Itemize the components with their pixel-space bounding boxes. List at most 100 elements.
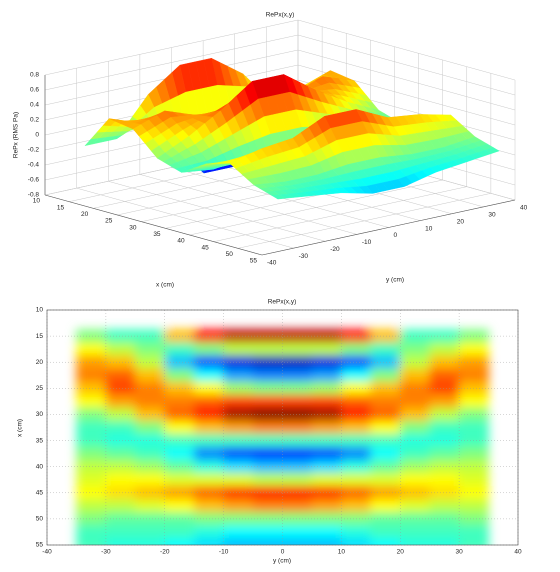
- heatmap-cell: [370, 538, 401, 545]
- heatmap-cell: [311, 525, 342, 539]
- heatmap-cell: [164, 472, 195, 487]
- heatmap-cell: [164, 342, 195, 356]
- heatmap-cell: [429, 394, 460, 409]
- heatmap-cell: [370, 329, 401, 343]
- x-tick-label: -40: [42, 549, 52, 556]
- heatmap-cell: [105, 355, 136, 370]
- heatmap-cell: [105, 538, 136, 545]
- heatmap-cell: [105, 525, 136, 539]
- heatmap-cell: [76, 368, 107, 383]
- heatmap-cell: [282, 420, 313, 435]
- x-tick-label: 50: [226, 251, 234, 258]
- y-tick-label: -40: [267, 260, 277, 267]
- heatmap-cell: [458, 446, 489, 461]
- heatmap-cell: [399, 512, 430, 526]
- heatmap-cell: [252, 446, 283, 461]
- y-tick-label: 50: [36, 516, 44, 523]
- heatmap-cell: [399, 407, 430, 422]
- heatmap-cell: [252, 459, 283, 474]
- heatmap-cell: [223, 538, 254, 545]
- y-tick-label: 20: [36, 359, 44, 366]
- heatmap-clip: [76, 329, 489, 545]
- heatmap-cell: [282, 329, 313, 343]
- grid-line: [237, 193, 491, 249]
- y-tick-label: 40: [36, 463, 44, 470]
- heatmap-cell: [193, 472, 224, 487]
- heatmap-cell: [223, 433, 254, 448]
- heatmap-cell: [399, 342, 430, 356]
- y-tick-label: -10: [362, 239, 372, 246]
- heatmap-cell: [429, 499, 460, 513]
- heatmap-cell: [399, 538, 430, 545]
- grid-line: [76, 187, 294, 249]
- heatmap-cell: [105, 420, 136, 435]
- z-tick-label: -0.8: [28, 192, 40, 199]
- heatmap-cell: [341, 446, 372, 461]
- heatmap-cell: [370, 433, 401, 448]
- y-tick-label: 0: [394, 232, 398, 239]
- heatmap-cell: [370, 407, 401, 422]
- heatmap-cell: [429, 525, 460, 539]
- x-tick-label: 20: [81, 211, 89, 218]
- heatmap-cell: [370, 499, 401, 513]
- heatmap-cell: [193, 381, 224, 396]
- heatmap-cell: [135, 420, 166, 435]
- y-tick-label: 30: [488, 212, 496, 219]
- grid-line: [297, 34, 516, 96]
- heatmap-cell: [252, 381, 283, 396]
- z-tick-label: 0.2: [30, 117, 39, 124]
- heatmap-cell: [135, 433, 166, 448]
- heatmap-cell: [399, 355, 430, 370]
- heatmap-cell: [311, 446, 342, 461]
- heatmap-cell: [105, 407, 136, 422]
- heatmap-cell: [282, 368, 313, 383]
- heatmap-cell: [341, 394, 372, 409]
- heatmap-cell: [252, 394, 283, 409]
- heatmap-cell: [193, 420, 224, 435]
- axis-line: [44, 194, 263, 256]
- heatmap-cell: [458, 472, 489, 487]
- grid-line: [44, 19, 299, 76]
- heatmap-cell: [135, 368, 166, 383]
- z-tick-label: -0.4: [28, 162, 40, 169]
- heatmap-cell: [76, 538, 107, 545]
- grid-line: [297, 19, 516, 81]
- y-tick-label: 25: [36, 385, 44, 392]
- x-tick-label: -30: [101, 549, 111, 556]
- heatmap-cell: [252, 472, 283, 487]
- heatmap-cell: [311, 499, 342, 513]
- heatmap-cell: [223, 381, 254, 396]
- heatmap-cell: [164, 420, 195, 435]
- heatmap-cell: [252, 329, 283, 343]
- x-axis-label: x (cm): [156, 282, 174, 289]
- heatmap-cell: [105, 394, 136, 409]
- heatmap-cell: [370, 485, 401, 500]
- heatmap-cell: [193, 394, 224, 409]
- heatmap-cell: [282, 512, 313, 526]
- heatmap-cell: [193, 407, 224, 422]
- heatmap-cell: [399, 368, 430, 383]
- z-tick-label: 0.4: [30, 102, 39, 109]
- y-tick-label: -30: [299, 253, 309, 260]
- heatmap-cell: [311, 420, 342, 435]
- heatmap-cell: [341, 499, 372, 513]
- heatmap-cell: [429, 420, 460, 435]
- heatmap-cell: [252, 525, 283, 539]
- heatmap-cell: [458, 538, 489, 545]
- heatmap-cell: [76, 355, 107, 370]
- grid-line: [297, 49, 516, 111]
- y-axis-label: x (cm): [17, 419, 24, 437]
- heatmap-cell: [429, 459, 460, 474]
- z-tick-label: -0.6: [28, 177, 40, 184]
- x-tick-label: 30: [456, 549, 464, 556]
- heatmap-cell: [399, 394, 430, 409]
- heatmap-cell: [429, 485, 460, 500]
- heatmap-cell: [135, 329, 166, 343]
- heatmap-cell: [105, 485, 136, 500]
- heatmap-cell: [399, 525, 430, 539]
- heatmap-cell: [429, 342, 460, 356]
- heatmap-cell: [370, 446, 401, 461]
- heatmap-cell: [76, 329, 107, 343]
- surface: [84, 57, 500, 200]
- heatmap-cell: [252, 355, 283, 370]
